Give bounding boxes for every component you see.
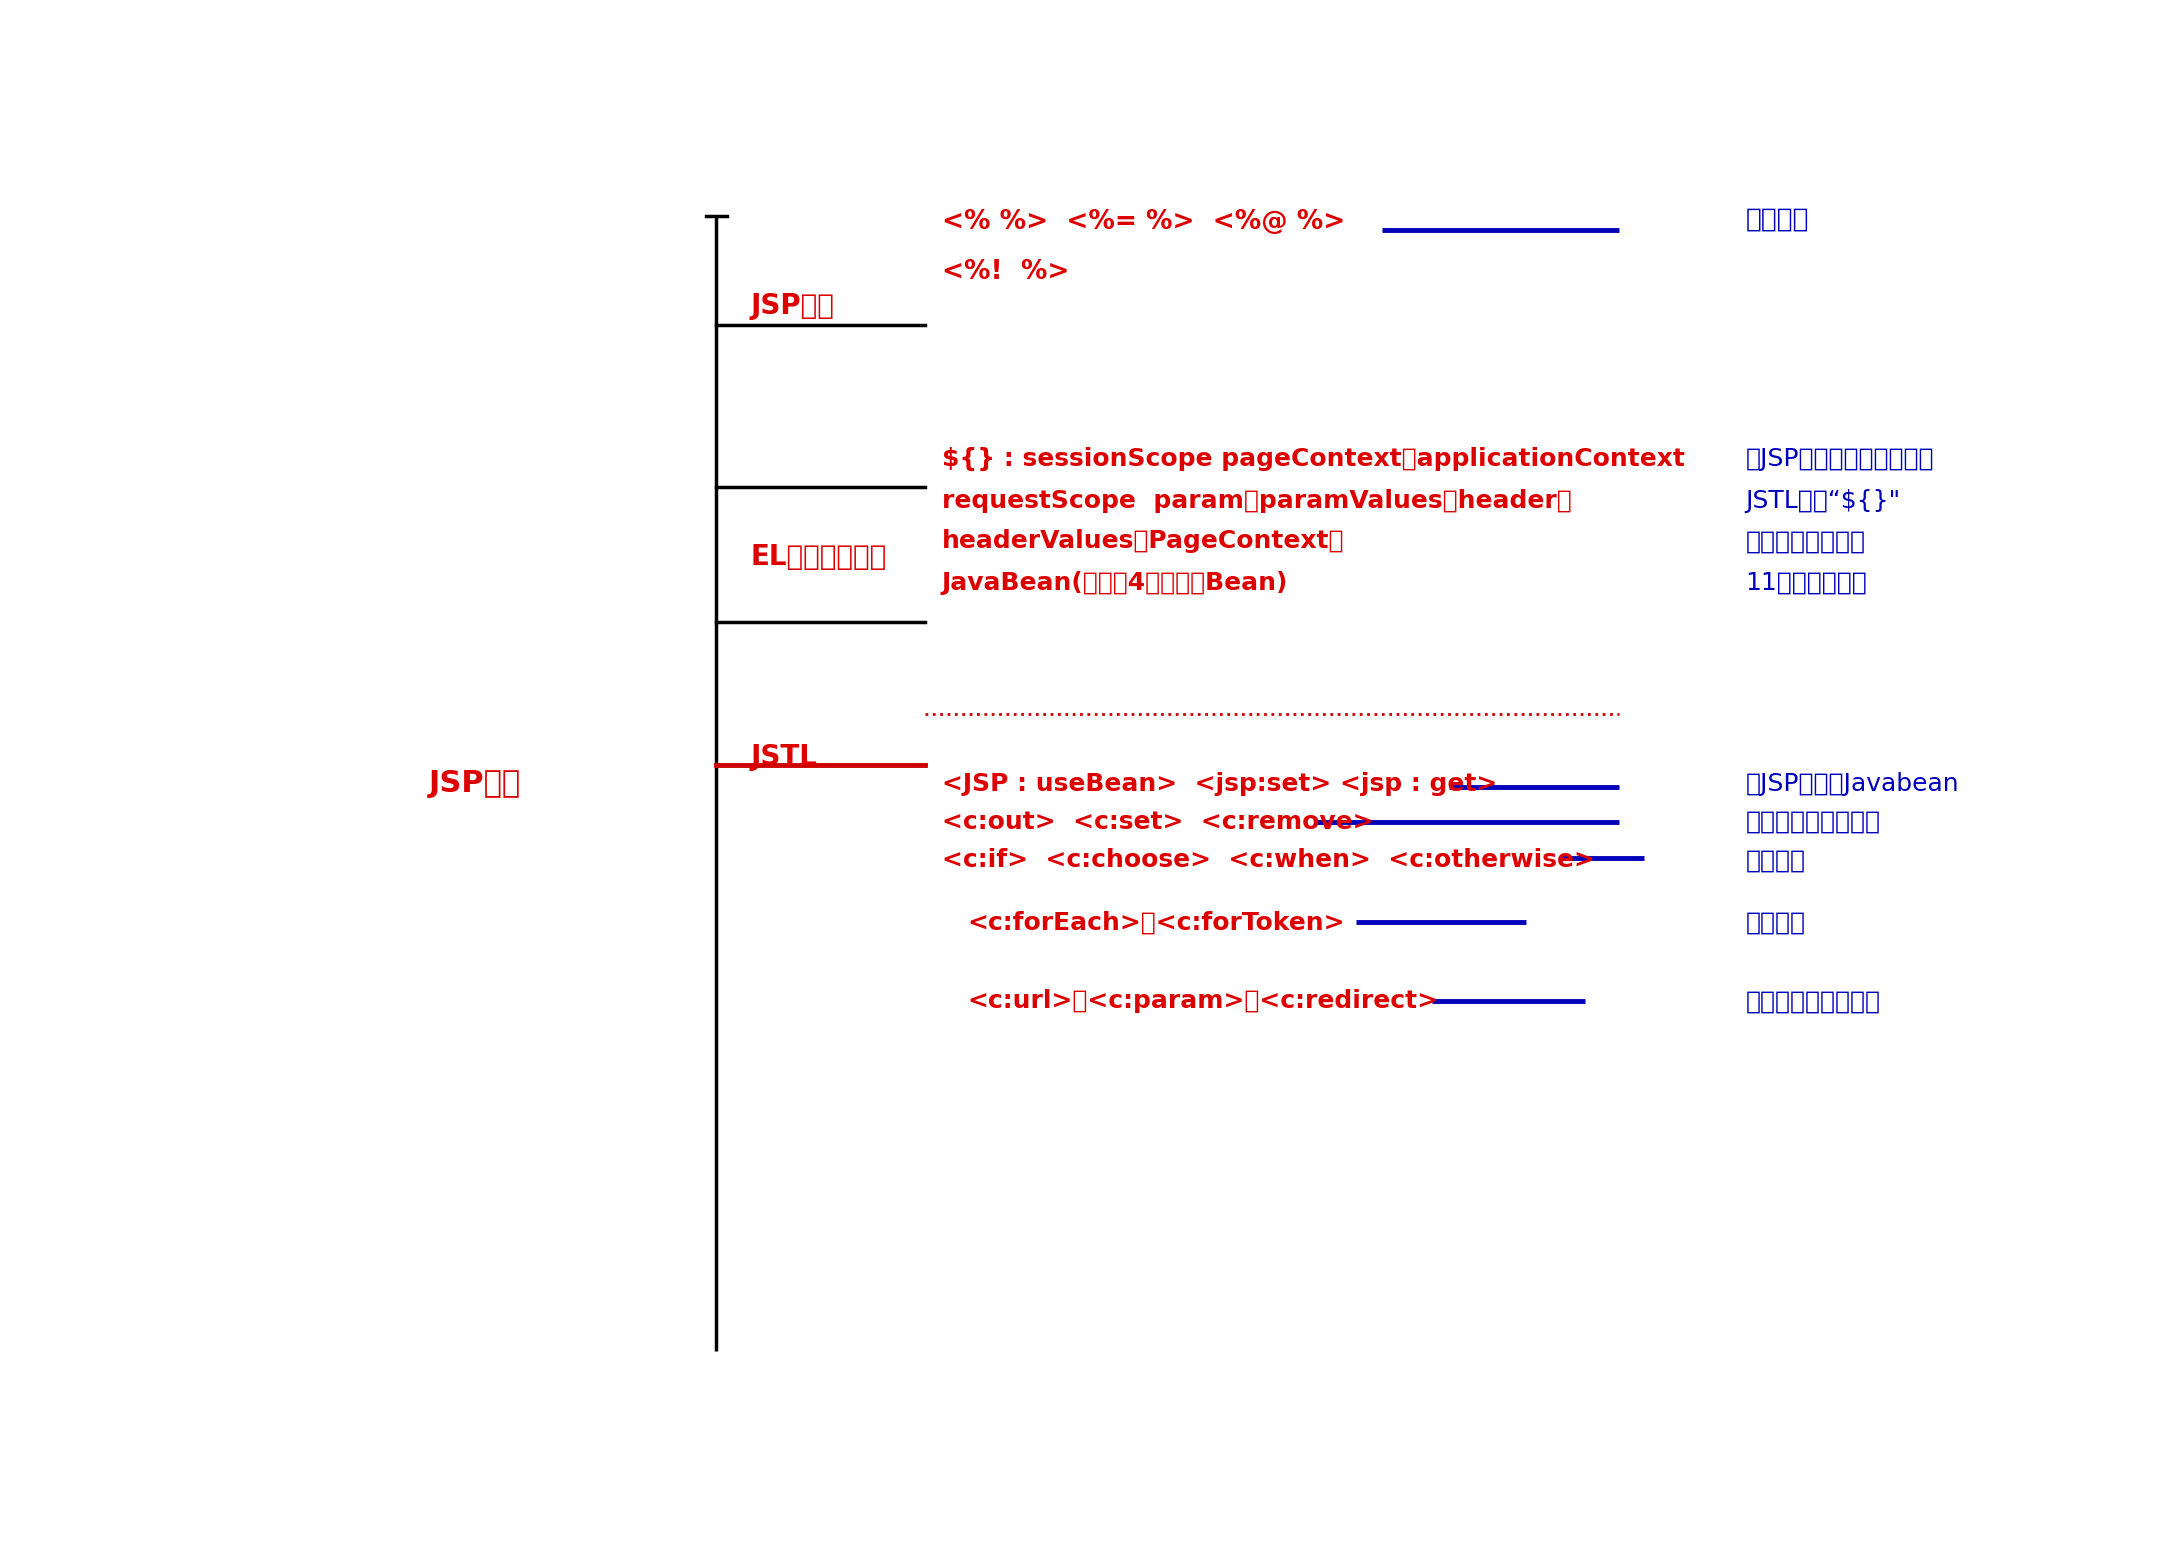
Text: <c:if>  <c:choose>  <c:when>  <c:otherwise>: <c:if> <c:choose> <c:when> <c:otherwise> bbox=[941, 849, 1594, 872]
Text: <JSP : useBean>  <jsp:set> <jsp : get>: <JSP : useBean> <jsp:set> <jsp : get> bbox=[941, 771, 1496, 796]
Text: <c:forEach>、<c:forToken>: <c:forEach>、<c:forToken> bbox=[968, 911, 1345, 934]
Text: 要明白值放在哪里: 要明白值放在哪里 bbox=[1745, 529, 1865, 553]
Text: <c:url>、<c:param>、<c:redirect>: <c:url>、<c:param>、<c:redirect> bbox=[968, 989, 1437, 1013]
Text: 与网址、重定向有关: 与网址、重定向有关 bbox=[1745, 989, 1880, 1013]
Text: JSP语法: JSP语法 bbox=[751, 292, 834, 320]
Text: ${} : sessionScope pageContext、applicationContext: ${} : sessionScope pageContext、applicati… bbox=[941, 447, 1684, 470]
Text: <c:out>  <c:set>  <c:remove>: <c:out> <c:set> <c:remove> bbox=[941, 810, 1374, 833]
Text: <% %>  <%= %>  <%@ %>: <% %> <%= %> <%@ %> bbox=[941, 210, 1345, 234]
Text: 迭代遍历: 迭代遍历 bbox=[1745, 911, 1806, 934]
Text: JavaBean(必须是4大域中的Bean): JavaBean(必须是4大域中的Bean) bbox=[941, 571, 1289, 594]
Text: headerValues、PageContext、: headerValues、PageContext、 bbox=[941, 529, 1343, 553]
Text: JSP技术: JSP技术 bbox=[428, 770, 520, 798]
Text: JSTL: JSTL bbox=[751, 743, 817, 771]
Text: 11种对象跑不了: 11种对象跑不了 bbox=[1745, 571, 1867, 594]
Text: 在JSP页面中取值，往往为: 在JSP页面中取值，往往为 bbox=[1745, 447, 1935, 470]
Text: <%!  %>: <%! %> bbox=[941, 259, 1068, 286]
Text: requestScope  param、paramValues、header、: requestScope param、paramValues、header、 bbox=[941, 489, 1570, 512]
Text: 基本输出、设置属性: 基本输出、设置属性 bbox=[1745, 810, 1880, 833]
Text: 很少使用: 很少使用 bbox=[1745, 206, 1808, 233]
Text: 条件判断: 条件判断 bbox=[1745, 849, 1806, 872]
Text: 在JSP中定义Javabean: 在JSP中定义Javabean bbox=[1745, 771, 1959, 796]
Text: EL表达式：取值: EL表达式：取值 bbox=[751, 543, 887, 571]
Text: JSTL服务“${}": JSTL服务“${}" bbox=[1745, 489, 1900, 512]
